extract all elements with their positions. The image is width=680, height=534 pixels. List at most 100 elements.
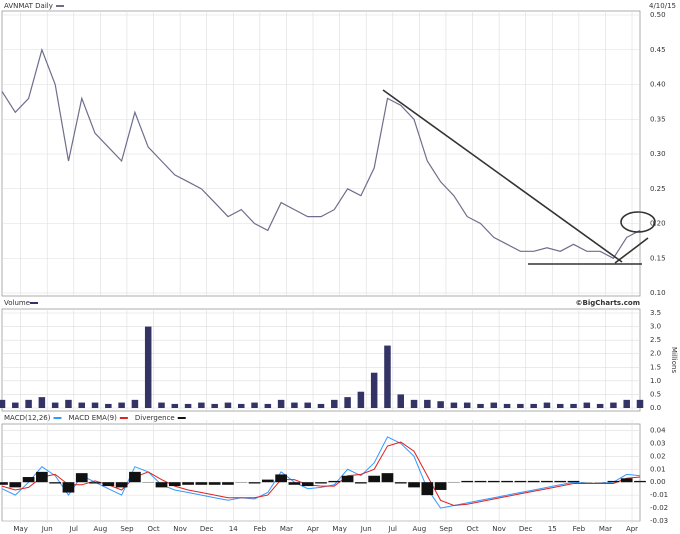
bar <box>38 397 46 408</box>
bar <box>91 402 99 408</box>
bar <box>596 403 604 408</box>
macd-frame <box>1 423 641 522</box>
bar <box>634 480 646 483</box>
bar <box>503 403 511 408</box>
bar <box>118 402 125 408</box>
x-tick-label: May <box>13 525 27 533</box>
x-tick-label: Jul <box>388 525 398 533</box>
y-tick-label: 0.45 <box>650 46 666 54</box>
x-tick-label: 14 <box>229 525 238 533</box>
annotations <box>382 89 656 265</box>
bar <box>22 477 35 483</box>
y-tick-label: 0.40 <box>650 81 666 89</box>
y-tick-label: 0.02 <box>650 452 666 460</box>
bar <box>277 399 285 408</box>
x-tick-label: Jul <box>69 525 79 533</box>
bar <box>567 480 580 483</box>
y-tick-label: 0.0 <box>650 404 661 412</box>
x-tick-label: Mar <box>280 525 293 533</box>
y-tick-label: -0.01 <box>650 491 668 499</box>
y-tick-label: 1.5 <box>650 363 661 371</box>
bar <box>129 471 141 483</box>
bar <box>12 402 19 408</box>
y-tick-label: 2.0 <box>650 350 661 358</box>
bar <box>315 482 327 484</box>
bar <box>198 402 205 408</box>
y-tick-label: 1.0 <box>650 377 661 385</box>
bar <box>341 475 354 483</box>
bar <box>182 482 194 485</box>
x-tick-label: May <box>332 525 346 533</box>
bar <box>477 403 484 408</box>
bar <box>541 480 553 483</box>
bar <box>384 345 391 408</box>
y-tick-label: 0.30 <box>650 150 666 158</box>
bar <box>222 482 234 485</box>
bar <box>623 399 630 408</box>
bar <box>514 480 527 483</box>
bar <box>610 402 617 408</box>
bar <box>301 482 314 487</box>
x-tick-label: Nov <box>173 525 187 533</box>
bar <box>450 402 458 408</box>
bar <box>424 399 431 408</box>
bar <box>251 402 258 408</box>
y-tick-label: 0.50 <box>650 11 666 19</box>
bar <box>530 403 537 408</box>
x-tick-label: Dec <box>200 525 214 533</box>
price-frame <box>1 10 641 297</box>
bar <box>487 480 500 483</box>
trend-line <box>382 89 623 263</box>
bar <box>410 399 418 408</box>
source-label: ©BigCharts.com <box>576 299 640 307</box>
y-tick-label: 0.35 <box>650 115 666 123</box>
bar <box>434 482 447 490</box>
date-label: 4/10/15 <box>649 2 676 10</box>
x-tick-label: Apr <box>307 525 319 533</box>
bar <box>474 480 487 483</box>
bar <box>421 482 434 496</box>
bar <box>490 402 498 408</box>
y-tick-label: 0.04 <box>650 426 666 434</box>
y-tick-label: 0.01 <box>650 465 666 473</box>
bar <box>517 403 524 408</box>
bar <box>331 399 338 408</box>
bar <box>144 326 152 408</box>
y-tick-label: -0.03 <box>650 517 668 525</box>
bar <box>275 474 287 483</box>
x-tick-label: Dec <box>519 525 533 533</box>
line-series <box>1 441 641 507</box>
bar <box>461 480 474 483</box>
volume-frame <box>1 308 641 412</box>
bar <box>105 403 112 408</box>
y-tick-label: 0.03 <box>650 439 666 447</box>
bar <box>36 471 48 483</box>
y-tick-label: 0.5 <box>650 390 661 398</box>
line-series <box>1 47 641 260</box>
bar <box>288 482 301 485</box>
bar <box>75 473 88 483</box>
volume-axis-label: Millions <box>670 347 678 374</box>
bar <box>102 482 115 487</box>
y-tick-label: 0.00 <box>650 478 666 486</box>
bar <box>501 480 513 483</box>
bar <box>115 482 128 488</box>
bar <box>543 402 551 408</box>
bar <box>357 391 365 408</box>
y-tick-label: 0.25 <box>650 185 666 193</box>
x-tick-label: Sep <box>439 525 453 533</box>
legend-label: Divergence <box>135 414 175 422</box>
price-title: AVNMAT Daily <box>4 2 53 10</box>
bar <box>636 399 644 408</box>
bar <box>556 403 564 408</box>
volume-title: Volume <box>4 299 30 307</box>
x-tick-label: Aug <box>413 525 427 533</box>
legend-label: MACD(12,26) <box>4 414 51 422</box>
bar <box>168 482 181 487</box>
bar <box>607 480 620 483</box>
bar <box>0 482 8 485</box>
bar <box>463 402 471 408</box>
bar <box>0 399 6 408</box>
bar <box>195 482 208 485</box>
